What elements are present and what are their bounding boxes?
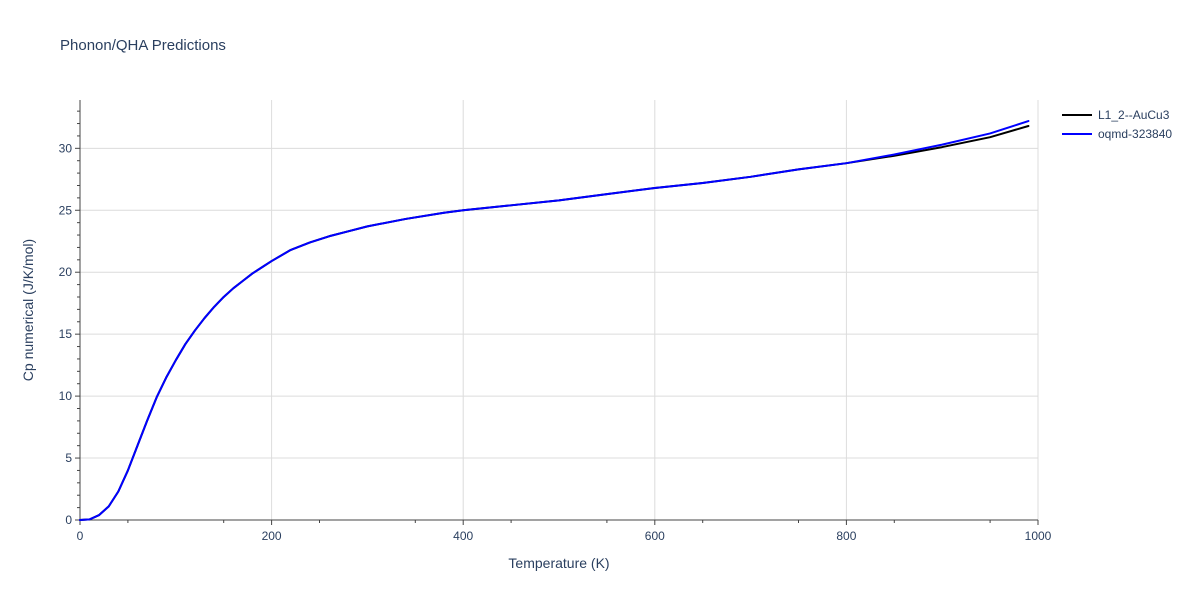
x-tick-label: 0 (77, 529, 84, 543)
x-tick-label: 400 (453, 529, 473, 543)
legend-label: oqmd-323840 (1098, 127, 1172, 141)
x-tick-label: 200 (262, 529, 282, 543)
axes: 0 200 400 600 800 1000 0 5 10 15 20 25 30 (59, 100, 1052, 543)
grid (80, 100, 1039, 520)
x-tick-label: 800 (836, 529, 856, 543)
y-tick-label: 30 (59, 141, 73, 155)
plot-area (79, 120, 1030, 521)
y-tick-label: 15 (59, 327, 73, 341)
legend[interactable]: L1_2--AuCu3 oqmd-323840 (1062, 108, 1172, 141)
y-tick-label: 5 (65, 451, 72, 465)
legend-item[interactable]: oqmd-323840 (1062, 127, 1172, 141)
legend-label: L1_2--AuCu3 (1098, 108, 1170, 122)
y-tick-label: 20 (59, 265, 73, 279)
x-tick-label: 1000 (1025, 529, 1052, 543)
legend-item[interactable]: L1_2--AuCu3 (1062, 108, 1170, 122)
series-line-1 (79, 125, 1030, 521)
x-tick-label: 600 (645, 529, 665, 543)
x-axis-label: Temperature (K) (508, 555, 609, 571)
y-tick-label: 0 (65, 513, 72, 527)
y-axis-label: Cp numerical (J/K/mol) (20, 239, 36, 381)
series-line-2 (79, 120, 1030, 521)
chart-title: Phonon/QHA Predictions (60, 37, 226, 54)
y-tick-label: 10 (59, 389, 73, 403)
y-tick-label: 25 (59, 203, 73, 217)
